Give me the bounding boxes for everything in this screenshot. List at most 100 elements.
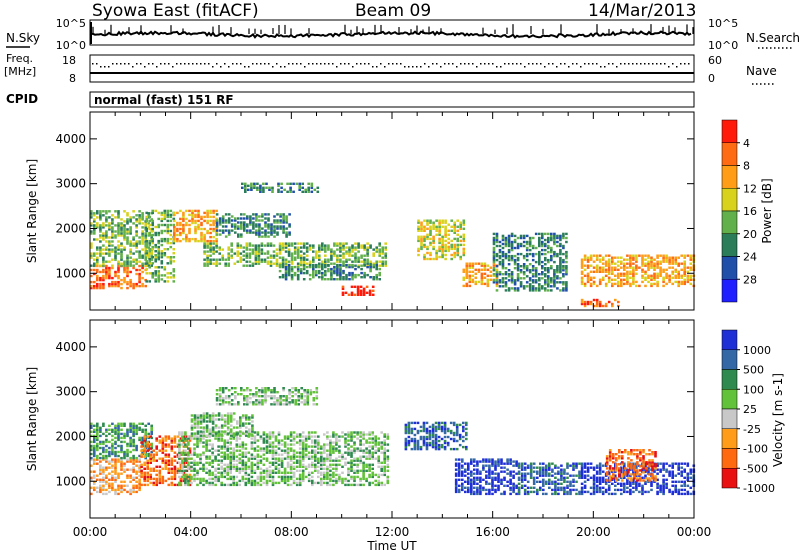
power-cell — [254, 254, 258, 257]
power-cell — [333, 250, 336, 253]
velocity-cell — [208, 439, 211, 442]
velocity-cell — [329, 443, 332, 446]
nave-point — [636, 63, 638, 65]
velocity-feature — [215, 387, 319, 406]
velocity-cell — [256, 467, 260, 470]
power-cell — [544, 279, 547, 282]
power-cell — [179, 227, 182, 231]
power-cell — [275, 262, 279, 265]
power-cell — [302, 256, 306, 259]
power-cell — [209, 260, 212, 263]
velocity-cell — [214, 477, 217, 481]
velocity-cell — [298, 473, 302, 477]
velocity-cell — [181, 443, 184, 446]
velocity-cell — [123, 432, 126, 436]
velocity-cell — [181, 467, 184, 470]
velocity-cell — [229, 428, 233, 431]
nave-point — [628, 63, 630, 65]
power-cell — [138, 254, 141, 257]
velocity-cell — [268, 449, 272, 452]
power-cell — [293, 273, 297, 277]
velocity-cell — [196, 432, 200, 435]
velocity-cell — [301, 455, 305, 458]
velocity-cell — [229, 477, 232, 481]
velocity-cell — [149, 481, 152, 485]
velocity-cell — [120, 468, 123, 471]
power-cell — [498, 281, 502, 284]
power-cell — [114, 210, 117, 213]
velocity-cell — [202, 483, 205, 487]
power-cell — [194, 239, 197, 243]
power-cell — [151, 241, 154, 245]
power-cell — [215, 262, 218, 265]
velocity-cell — [199, 420, 203, 423]
power-cell — [565, 232, 568, 236]
power-cell — [330, 276, 333, 279]
nave-point — [436, 63, 438, 65]
power-cell — [276, 219, 279, 222]
power-cell — [432, 235, 435, 238]
velocity-cell — [114, 430, 117, 433]
velocity-cell — [161, 445, 165, 448]
power-cell — [120, 222, 123, 225]
power-cell — [287, 269, 291, 273]
velocity-cell — [176, 469, 180, 472]
power-cell — [522, 267, 526, 270]
velocity-cell — [140, 445, 143, 448]
power-cell — [194, 229, 197, 233]
power-cell — [429, 225, 432, 228]
velocity-cell — [368, 467, 371, 470]
velocity-cell — [350, 439, 353, 442]
velocity-cell — [193, 418, 197, 421]
power-cell — [129, 248, 132, 251]
velocity-cell — [371, 463, 374, 466]
power-cell — [659, 270, 662, 273]
power-cell — [471, 264, 475, 267]
power-cell — [308, 244, 312, 247]
power-cell — [351, 273, 354, 277]
velocity-cell — [170, 461, 174, 464]
power-cell — [495, 284, 499, 288]
velocity-cell — [226, 428, 230, 431]
velocity-cell — [202, 479, 205, 483]
velocity-cell — [117, 426, 120, 429]
velocity-cell — [99, 490, 102, 494]
power-cell — [489, 278, 493, 281]
power-cell — [354, 246, 357, 249]
velocity-cell — [155, 451, 158, 454]
power-cell — [203, 244, 206, 247]
velocity-cell — [253, 469, 257, 472]
velocity-cell — [265, 467, 269, 470]
power-cell — [308, 246, 312, 249]
power-cell — [215, 227, 218, 231]
power-cell — [250, 182, 253, 185]
velocity-cell — [347, 447, 350, 450]
power-cell — [429, 241, 432, 245]
power-cell — [607, 258, 611, 261]
power-cell — [296, 278, 300, 281]
power-cell — [531, 236, 535, 240]
power-cell — [492, 232, 496, 236]
power-cell — [90, 210, 93, 213]
nave-point — [648, 63, 650, 65]
power-cell — [565, 265, 568, 268]
velocity-cell — [152, 483, 155, 487]
power-cell — [264, 233, 267, 236]
power-cell — [163, 211, 167, 215]
velocity-cell — [356, 475, 359, 479]
velocity-cell — [111, 446, 114, 450]
power-cell — [420, 241, 423, 245]
velocity-cell — [250, 479, 254, 483]
power-cell — [99, 218, 102, 221]
power-cell — [662, 260, 665, 263]
power-cell — [541, 248, 544, 252]
power-cell — [353, 293, 357, 296]
power-cell — [182, 217, 185, 221]
freq-label: Freq. — [6, 52, 33, 65]
nave-point — [160, 63, 162, 65]
power-cell — [288, 231, 291, 234]
velocity-cell — [152, 455, 155, 458]
power-cell — [495, 268, 499, 271]
power-cell — [522, 285, 526, 288]
velocity-cell — [129, 450, 132, 454]
